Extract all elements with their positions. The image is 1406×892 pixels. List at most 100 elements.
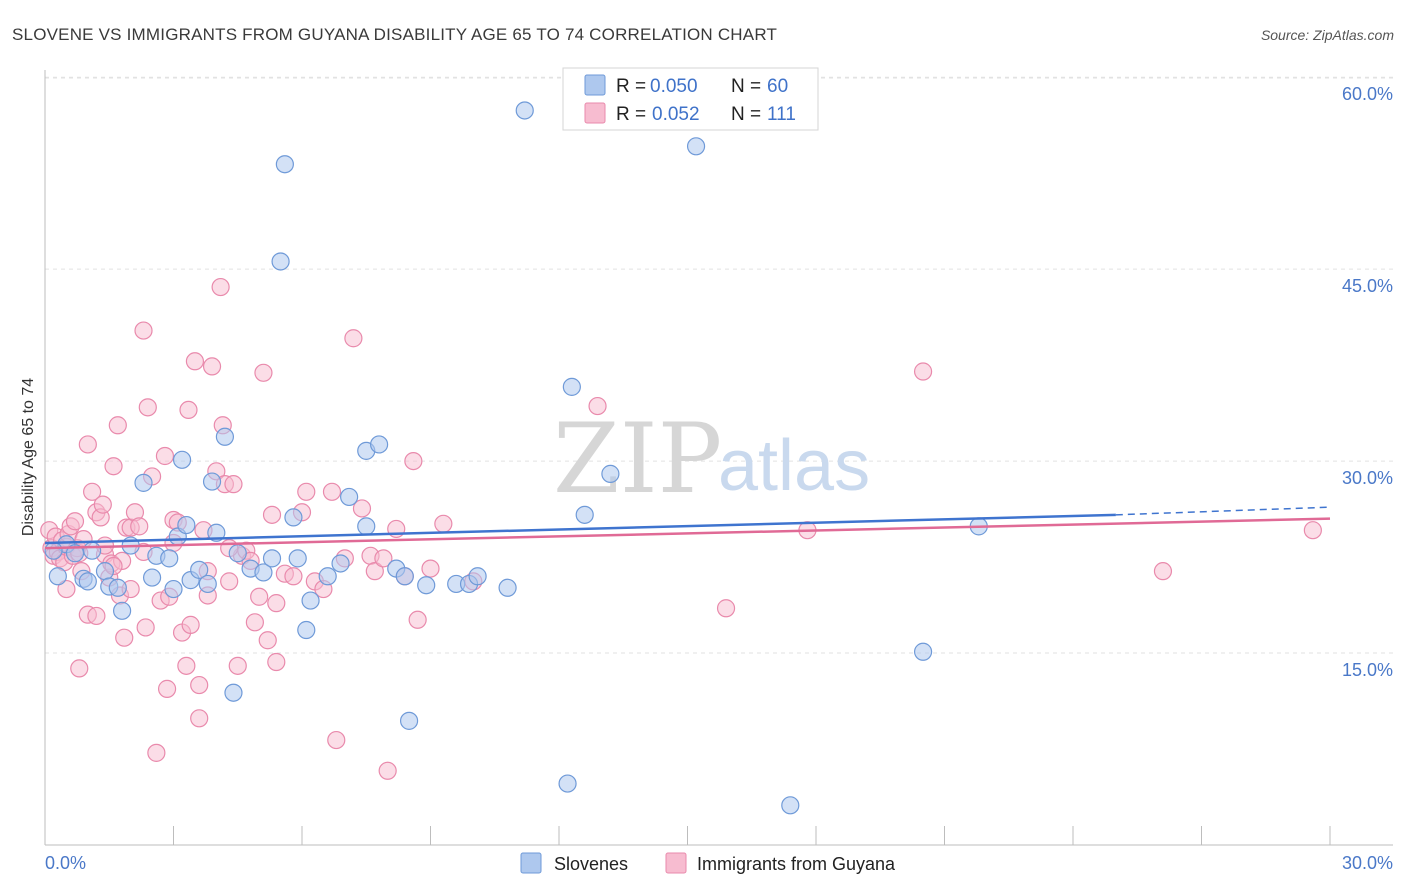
- point-guyana: [57, 579, 76, 599]
- point-guyana: [190, 709, 209, 728]
- point-guyana: [267, 594, 286, 613]
- point-slovenes: [498, 578, 517, 597]
- legend-r-label-slovenes: R =: [616, 76, 646, 97]
- point-guyana: [155, 446, 175, 466]
- point-slovenes: [177, 515, 196, 535]
- point-slovenes: [134, 473, 153, 492]
- point-slovenes: [601, 464, 620, 483]
- point-slovenes: [417, 576, 436, 595]
- bottom-legend-label-slovenes: Slovenes: [554, 854, 628, 874]
- point-guyana: [93, 495, 112, 514]
- watermark-zip: ZIP: [553, 403, 722, 515]
- point-guyana: [258, 631, 277, 650]
- point-guyana: [588, 396, 607, 416]
- point-slovenes: [370, 435, 389, 454]
- watermark-atlas: atlas: [718, 426, 870, 506]
- point-slovenes: [913, 642, 933, 661]
- point-guyana: [181, 615, 200, 634]
- x-tick-label-min: 0.0%: [45, 853, 86, 873]
- point-slovenes: [575, 505, 594, 524]
- point-slovenes: [271, 252, 290, 271]
- point-slovenes: [399, 711, 419, 730]
- point-guyana: [421, 559, 440, 578]
- point-guyana: [404, 451, 423, 471]
- point-slovenes: [48, 567, 67, 586]
- legend-n-label-guyana: N =: [731, 104, 761, 125]
- point-guyana: [65, 512, 85, 531]
- point-slovenes: [781, 796, 800, 815]
- point-guyana: [157, 679, 177, 698]
- point-guyana: [352, 499, 372, 518]
- stats-legend: R = 0.050 N = 60 R = 0.052 N = 111: [562, 67, 819, 131]
- point-guyana: [913, 362, 933, 381]
- point-slovenes: [83, 541, 102, 560]
- point-slovenes: [78, 572, 97, 591]
- y-tick-labels: 15.0% 30.0% 45.0% 60.0%: [1342, 84, 1393, 680]
- point-guyana: [134, 321, 153, 340]
- point-slovenes: [558, 774, 577, 793]
- point-guyana: [179, 400, 198, 420]
- point-guyana: [70, 659, 89, 678]
- point-slovenes: [515, 101, 534, 120]
- legend-r-label-guyana: R =: [616, 104, 646, 125]
- legend-swatch-slovenes: [584, 74, 606, 96]
- point-guyana: [408, 610, 427, 629]
- legend-swatch-guyana: [584, 102, 606, 124]
- chart-title: SLOVENE VS IMMIGRANTS FROM GUYANA DISABI…: [12, 25, 777, 44]
- point-guyana: [138, 398, 157, 417]
- trend-line-slovenes-extension: [1115, 506, 1331, 516]
- point-guyana: [1303, 521, 1322, 540]
- legend-n-label-slovenes: N =: [731, 76, 761, 97]
- legend-n-value-slovenes: 60: [767, 76, 788, 97]
- point-guyana: [108, 416, 127, 435]
- point-guyana: [190, 675, 209, 695]
- point-guyana: [115, 628, 134, 647]
- point-slovenes: [275, 155, 294, 174]
- point-slovenes: [172, 450, 192, 469]
- point-slovenes: [340, 487, 359, 507]
- point-guyana: [716, 599, 736, 618]
- point-guyana: [211, 277, 230, 297]
- point-guyana: [378, 761, 397, 780]
- point-slovenes: [108, 578, 127, 597]
- point-slovenes: [288, 549, 307, 568]
- series-guyana-points: [40, 277, 1322, 780]
- point-slovenes: [164, 579, 183, 599]
- y-tick-label: 45.0%: [1342, 276, 1393, 296]
- y-tick-label: 30.0%: [1342, 468, 1393, 488]
- point-guyana: [224, 475, 243, 494]
- watermark: ZIP atlas: [553, 403, 870, 515]
- bottom-legend: Slovenes Immigrants from Guyana: [520, 852, 896, 874]
- point-guyana: [262, 505, 282, 524]
- point-slovenes: [228, 544, 247, 563]
- series-slovenes-points: [44, 101, 988, 815]
- point-guyana: [365, 562, 384, 581]
- point-slovenes: [207, 523, 226, 542]
- point-guyana: [327, 730, 346, 750]
- point-slovenes: [357, 517, 376, 536]
- point-slovenes: [468, 567, 487, 586]
- point-guyana: [284, 567, 303, 586]
- legend-n-value-guyana: 111: [767, 104, 796, 125]
- point-guyana: [434, 514, 453, 533]
- point-slovenes: [284, 508, 303, 527]
- point-guyana: [147, 743, 166, 762]
- point-slovenes: [318, 567, 337, 586]
- bottom-legend-swatch-slovenes: [520, 852, 542, 874]
- point-guyana: [220, 572, 239, 591]
- point-guyana: [254, 363, 273, 382]
- point-slovenes: [254, 563, 273, 582]
- point-guyana: [185, 352, 205, 371]
- x-axis-ticks: [173, 826, 1331, 845]
- point-slovenes: [198, 574, 217, 594]
- bottom-legend-label-guyana: Immigrants from Guyana: [697, 854, 896, 874]
- y-tick-label: 15.0%: [1342, 660, 1393, 680]
- trend-lines: [44, 506, 1331, 550]
- point-slovenes: [202, 472, 222, 491]
- point-guyana: [322, 482, 342, 501]
- point-slovenes: [395, 567, 414, 586]
- point-slovenes: [44, 541, 63, 560]
- point-slovenes: [142, 568, 162, 587]
- point-slovenes: [160, 549, 179, 568]
